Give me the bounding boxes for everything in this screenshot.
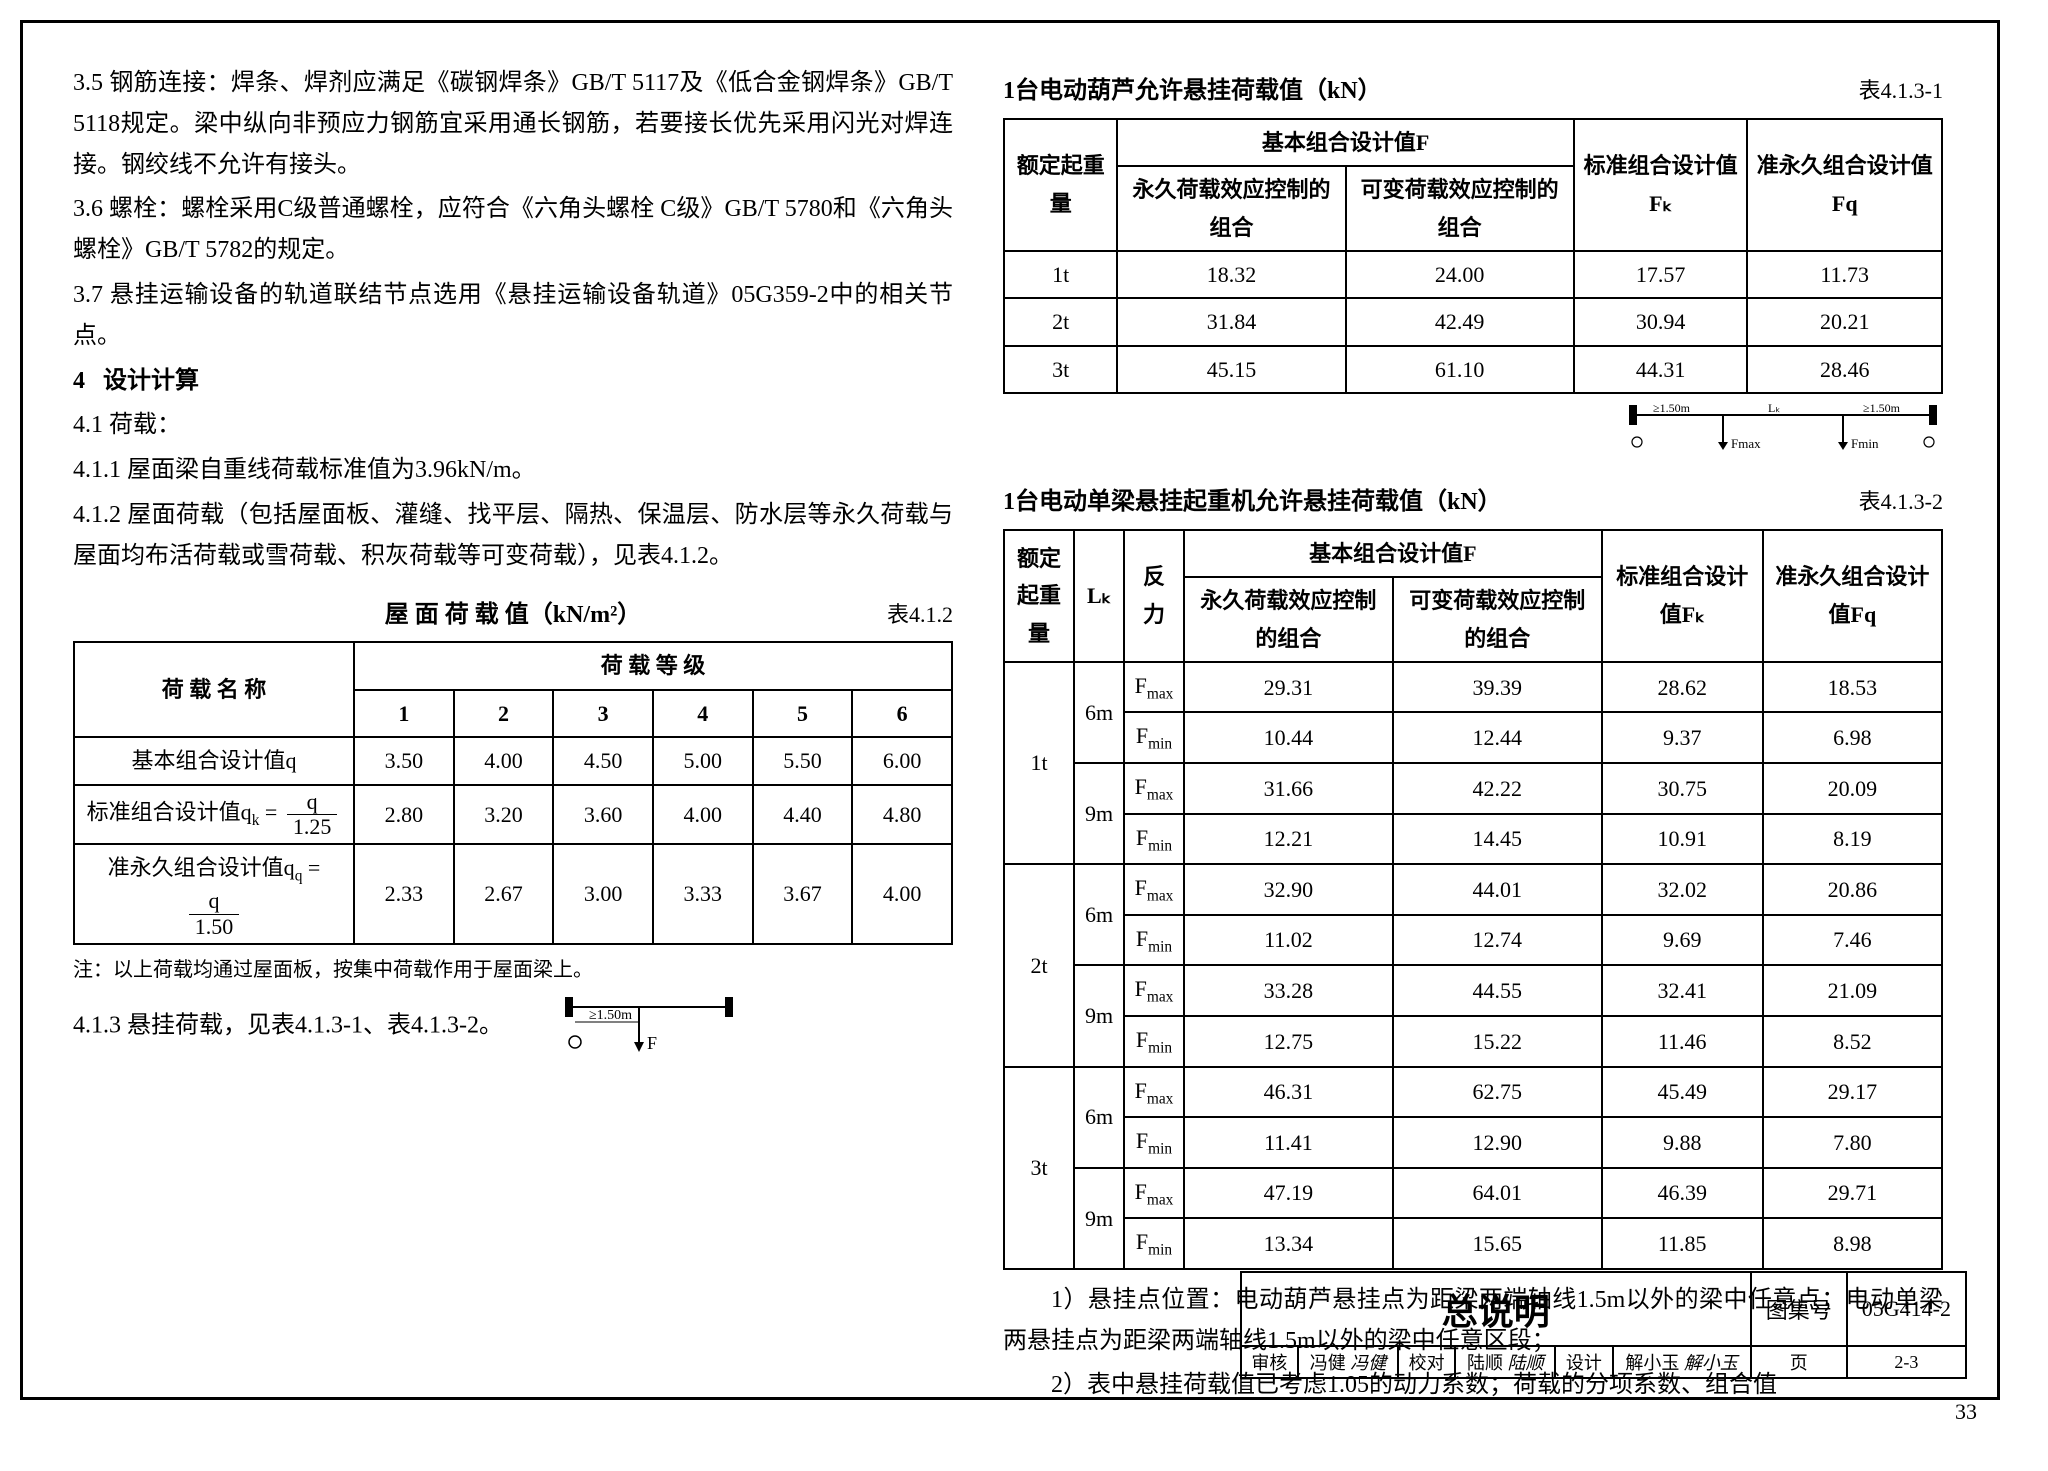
svg-text:≥1.50m: ≥1.50m — [1653, 401, 1691, 415]
para-4-1-2: 4.1.2 屋面荷载（包括屋面板、灌缝、找平层、隔热、保温层、防水层等永久荷载与… — [73, 495, 953, 577]
heading-4: 4 设计计算 — [73, 361, 953, 402]
atlas-value: 05G414-2 — [1847, 1272, 1966, 1346]
table-4-1-2: 荷 载 名 称荷 载 等 级123456基本组合设计值q3.504.004.50… — [73, 641, 953, 945]
table-row: 9mFmax31.6642.2230.7520.09 — [1004, 763, 1942, 814]
table-row: Fmin13.3415.6511.858.98 — [1004, 1218, 1942, 1269]
table-row: 3t6mFmax46.3162.7545.4929.17 — [1004, 1067, 1942, 1118]
table-4-1-3-1-label: 表4.1.3-1 — [1859, 72, 1943, 109]
title-block-main: 总说明 — [1241, 1272, 1751, 1346]
section-title-4: 设计计算 — [103, 368, 199, 394]
table-4-1-3-2-title: 1台电动单梁悬挂起重机允许悬挂荷载值（kN） — [1003, 482, 1502, 523]
table-row: Fmin12.7515.2211.468.52 — [1004, 1016, 1942, 1067]
table-row: 基本组合设计值q3.504.004.505.005.506.00 — [74, 737, 952, 784]
diagram-double-load: ≥1.50m Lₖ ≥1.50m Fmax Fmin — [1003, 400, 1943, 474]
svg-text:Fmin: Fmin — [1851, 436, 1879, 451]
table-row: 标准组合设计值qk = q1.252.803.203.604.004.404.8… — [74, 785, 952, 844]
para-3-7: 3.7 悬挂运输设备的轨道联结节点选用《悬挂运输设备轨道》05G359-2中的相… — [73, 275, 953, 357]
left-column: 3.5 钢筋连接：焊条、焊剂应满足《碳钢焊条》GB/T 5117及《低合金钢焊条… — [73, 63, 953, 1203]
table-4-1-2-title: 屋 面 荷 载 值（kN/m²） — [385, 595, 642, 636]
atlas-label: 图集号 — [1751, 1272, 1847, 1346]
page-value: 2-3 — [1847, 1346, 1966, 1378]
page-frame: 3.5 钢筋连接：焊条、焊剂应满足《碳钢焊条》GB/T 5117及《低合金钢焊条… — [20, 20, 2000, 1400]
table-4-1-3-2-label: 表4.1.3-2 — [1859, 483, 1943, 520]
review-label: 审核 — [1241, 1346, 1298, 1378]
table-row: 准永久组合设计值qq = q1.502.332.673.003.333.674.… — [74, 844, 952, 944]
table-row: 9mFmax33.2844.5532.4121.09 — [1004, 965, 1942, 1016]
table-row: 2t6mFmax32.9044.0132.0220.86 — [1004, 864, 1942, 915]
svg-text:Fmax: Fmax — [1731, 436, 1761, 451]
section-num-4: 4 — [73, 368, 85, 394]
title-block: 总说明 图集号 05G414-2 审核 冯健 冯健 校对 陆顺 陆顺 设计 解小… — [1240, 1271, 1967, 1379]
table-4-1-2-label: 表4.1.2 — [641, 596, 953, 633]
para-4-1: 4.1 荷载： — [73, 405, 953, 446]
table-row: Fmin11.4112.909.887.80 — [1004, 1117, 1942, 1168]
para-4-1-3-text: 4.1.3 悬挂荷载，见表4.1.3-1、表4.1.3-2。 — [73, 1012, 503, 1038]
table-row: Fmin12.2114.4510.918.19 — [1004, 814, 1942, 865]
diagram-single-load: ≥1.50m F — [549, 987, 749, 1067]
para-4-1-3: 4.1.3 悬挂荷载，见表4.1.3-1、表4.1.3-2。 ≥1.50m F — [73, 987, 953, 1067]
table-4-1-3-2: 额定起重 量Lₖ反力基本组合设计值F标准组合设计值Fₖ准永久组合设计值Fq永久荷… — [1003, 529, 1943, 1270]
svg-text:F: F — [647, 1033, 657, 1053]
content-columns: 3.5 钢筋连接：焊条、焊剂应满足《碳钢焊条》GB/T 5117及《低合金钢焊条… — [73, 63, 1947, 1203]
check-label: 校对 — [1398, 1346, 1455, 1378]
svg-text:≥1.50m: ≥1.50m — [589, 1008, 632, 1023]
table-row: Fmin11.0212.749.697.46 — [1004, 915, 1942, 966]
table-row: Fmin10.4412.449.376.98 — [1004, 712, 1942, 763]
page-label: 页 — [1751, 1346, 1847, 1378]
table-row: 1t18.3224.0017.5711.73 — [1004, 251, 1942, 298]
page-number: 33 — [1955, 1399, 1977, 1425]
table-row: 3t45.1561.1044.3128.46 — [1004, 346, 1942, 393]
right-column: 1台电动葫芦允许悬挂荷载值（kN） 表4.1.3-1 额定起重量基本组合设计值F… — [1003, 63, 1943, 1203]
table-row: 1t6mFmax29.3139.3928.6218.53 — [1004, 662, 1942, 713]
para-3-6: 3.6 螺栓：螺栓采用C级普通螺栓，应符合《六角头螺栓 C级》GB/T 5780… — [73, 189, 953, 271]
table-4-1-2-header: 屋 面 荷 载 值（kN/m²） 表4.1.2 — [73, 585, 953, 636]
svg-text:≥1.50m: ≥1.50m — [1863, 401, 1901, 415]
note-4-1-2: 注：以上荷载均通过屋面板，按集中荷载作用于屋面梁上。 — [73, 953, 953, 987]
table-4-1-3-1: 额定起重量基本组合设计值F标准组合设计值Fₖ准永久组合设计值Fq永久荷载效应控制… — [1003, 118, 1943, 394]
para-4-1-1: 4.1.1 屋面梁自重线荷载标准值为3.96kN/m。 — [73, 450, 953, 491]
reviewer-name: 冯健 冯健 — [1298, 1346, 1398, 1378]
table-4-1-3-2-header: 1台电动单梁悬挂起重机允许悬挂荷载值（kN） 表4.1.3-2 — [1003, 482, 1943, 523]
checker-name: 陆顺 陆顺 — [1455, 1346, 1555, 1378]
designer-name: 解小玉 解小玉 — [1613, 1346, 1751, 1378]
table-4-1-3-1-header: 1台电动葫芦允许悬挂荷载值（kN） 表4.1.3-1 — [1003, 71, 1943, 112]
table-4-1-3-1-title: 1台电动葫芦允许悬挂荷载值（kN） — [1003, 71, 1382, 112]
table-row: 9mFmax47.1964.0146.3929.71 — [1004, 1168, 1942, 1219]
table-row: 2t31.8442.4930.9420.21 — [1004, 298, 1942, 345]
para-3-5: 3.5 钢筋连接：焊条、焊剂应满足《碳钢焊条》GB/T 5117及《低合金钢焊条… — [73, 63, 953, 185]
design-label: 设计 — [1555, 1346, 1612, 1378]
svg-text:Lₖ: Lₖ — [1768, 401, 1780, 415]
